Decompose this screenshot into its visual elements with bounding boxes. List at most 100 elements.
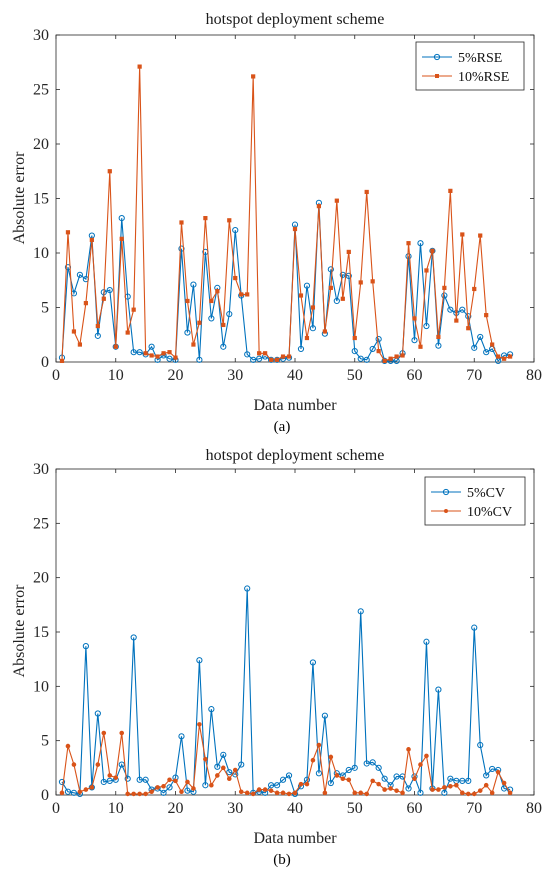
data-point [442,285,447,290]
data-point [369,759,376,766]
x-tick-label: 70 [466,800,482,817]
y-tick-label: 15 [33,624,49,641]
data-point [382,358,387,364]
data-point [155,354,160,359]
data-point [125,791,130,797]
data-point [477,788,483,793]
legend: 5%RSE 10%RSE [415,41,525,91]
data-point [185,779,190,785]
legend-label: 10%CV [467,505,512,520]
data-point [113,344,118,349]
data-point [417,240,424,247]
data-point [101,730,107,736]
data-point [143,351,148,356]
data-point [375,764,382,771]
data-point [441,292,448,299]
data-point [340,776,346,781]
data-point [459,777,466,784]
data-point [70,789,78,796]
data-point [244,790,250,796]
data-point [137,791,142,797]
data-point [232,767,238,773]
data-point [161,351,166,356]
x-tick-label: 40 [287,367,303,384]
y-tick-label: 5 [41,733,49,750]
data-point [471,344,478,351]
data-point [370,279,375,284]
data-point [137,64,142,69]
data-point [352,790,358,796]
data-point [304,781,310,787]
data-point [143,791,148,797]
data-point [376,781,381,787]
data-point [178,733,185,740]
legend-box [415,41,525,91]
data-point [381,775,388,782]
data-point [209,782,214,788]
y-tick-label: 0 [41,354,49,371]
data-point [77,789,83,795]
data-point [226,310,233,318]
panel-caption: (b) [273,852,291,868]
y-tick-label: 20 [33,136,49,153]
data-point [357,608,364,615]
data-point [197,722,202,727]
data-point [106,286,113,294]
data-point [393,773,400,780]
data-point [208,315,215,322]
data-point [167,350,172,355]
data-point [95,323,100,329]
data-point [71,762,77,767]
data-point [310,305,316,310]
data-point [280,354,286,359]
data-point [107,169,112,174]
data-point [83,787,89,792]
data-point [411,337,418,344]
data-point [148,343,155,350]
data-point [483,349,490,356]
data-point [197,320,202,325]
data-point [83,301,88,306]
data-point [238,761,245,768]
data-point [382,787,387,792]
data-point [345,766,352,774]
data-point [160,789,167,796]
data-point [478,233,483,238]
data-point [489,790,495,796]
data-point [65,743,71,749]
x-tick-label: 60 [407,367,423,384]
data-point [82,643,89,650]
data-point [405,253,412,260]
legend-swatch-marker [433,53,441,61]
data-point [351,348,358,355]
x-tick-label: 80 [526,800,542,817]
data-point [173,778,178,784]
x-tick-label: 0 [52,367,60,384]
data-point [226,776,232,781]
data-point [441,789,448,796]
data-point [316,742,322,748]
legend: 5%CV 10%CV [424,476,526,526]
data-point [436,787,441,792]
data-point [417,789,424,796]
data-point [388,356,393,361]
data-point [364,189,369,195]
data-point [214,763,221,770]
data-point [496,354,501,359]
data-point [244,351,251,358]
data-point [77,342,82,347]
data-point [484,313,489,318]
data-point [208,706,215,713]
data-point [412,776,417,781]
data-point [418,762,423,767]
data-point [245,292,250,297]
data-point [333,297,340,305]
legend-label: 5%RSE [458,51,502,66]
data-point [406,241,411,246]
data-point [459,790,465,796]
data-point [334,773,340,778]
data-point [286,791,292,797]
data-point [125,330,130,335]
x-axis-label: Data number [253,830,337,847]
data-point [454,782,459,788]
